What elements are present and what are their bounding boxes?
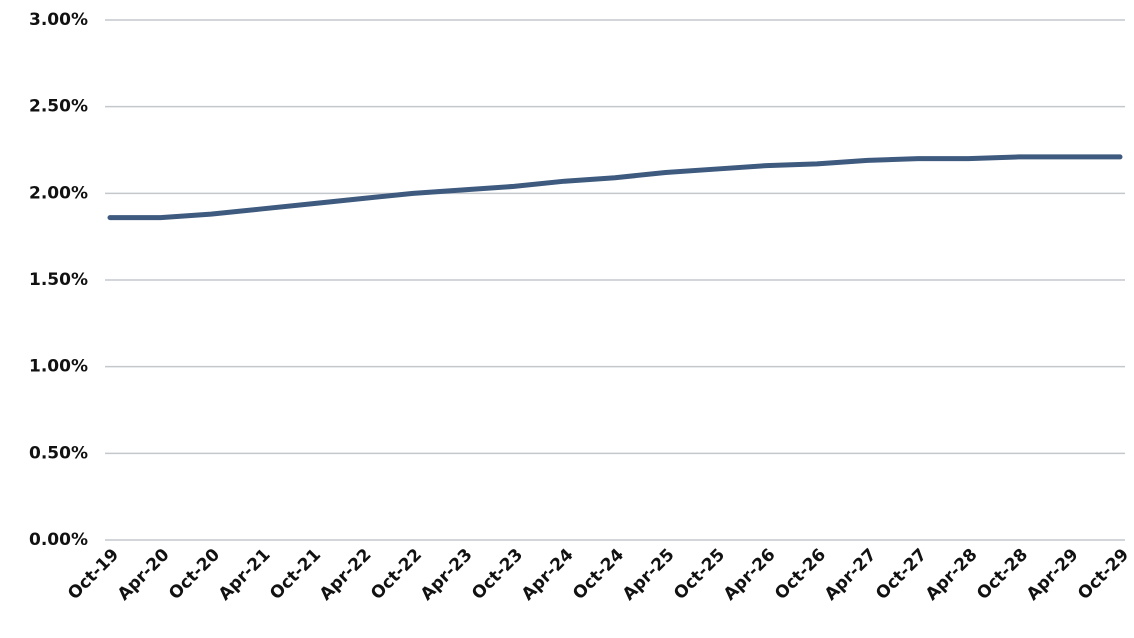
x-tick-label: Oct-25 <box>670 545 729 604</box>
y-tick-label: 1.00% <box>29 357 88 377</box>
y-tick-label: 1.50% <box>29 270 88 290</box>
x-tick-label: Apr-20 <box>114 545 174 605</box>
y-tick-label: 0.00% <box>29 530 88 550</box>
y-tick-label: 2.00% <box>29 183 88 203</box>
y-tick-label: 2.50% <box>29 97 88 117</box>
x-tick-label: Apr-23 <box>417 545 477 605</box>
x-tick-label: Apr-25 <box>619 545 679 605</box>
x-tick-label: Oct-26 <box>771 545 830 604</box>
x-tick-label: Apr-28 <box>922 545 982 605</box>
y-tick-label: 0.50% <box>29 443 88 463</box>
x-tick-label: Oct-27 <box>872 545 931 604</box>
x-tick-label: Oct-24 <box>569 545 628 604</box>
x-tick-label: Apr-21 <box>215 545 275 605</box>
x-tick-label: Oct-20 <box>165 545 224 604</box>
x-tick-label: Oct-22 <box>367 545 426 604</box>
data-line <box>107 154 1123 221</box>
x-tick-label: Oct-23 <box>468 545 527 604</box>
y-tick-label: 3.00% <box>29 10 88 30</box>
x-tick-label: Oct-28 <box>973 545 1032 604</box>
x-tick-label: Oct-19 <box>64 545 123 604</box>
x-tick-label: Oct-29 <box>1074 545 1133 604</box>
x-tick-label: Oct-21 <box>266 545 325 604</box>
x-tick-label: Apr-29 <box>1023 545 1083 605</box>
x-tick-label: Apr-27 <box>821 545 881 605</box>
x-tick-label: Apr-22 <box>316 545 376 605</box>
x-tick-label: Apr-26 <box>720 545 780 605</box>
x-tick-label: Apr-24 <box>518 545 578 605</box>
